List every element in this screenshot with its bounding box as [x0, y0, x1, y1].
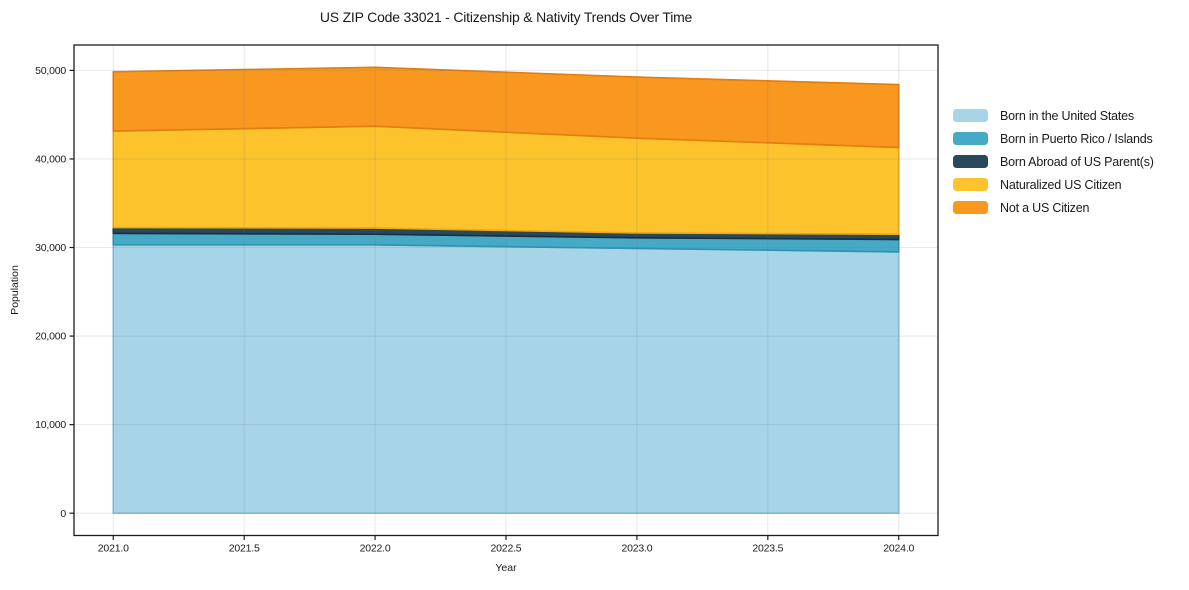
x-tick-label: 2021.5 — [229, 543, 260, 555]
legend-swatch-1 — [953, 132, 988, 145]
y-axis-label: Population — [9, 265, 21, 315]
legend-item-0: Born in the United States — [953, 104, 1154, 127]
legend-item-3: Naturalized US Citizen — [953, 173, 1154, 196]
y-tick-label: 40,000 — [35, 154, 66, 166]
legend: Born in the United States Born in Puerto … — [953, 104, 1154, 219]
legend-label-1: Born in Puerto Rico / Islands — [1000, 131, 1153, 146]
x-tick-label: 2022.5 — [491, 543, 522, 555]
legend-item-4: Not a US Citizen — [953, 196, 1154, 219]
legend-swatch-2 — [953, 155, 988, 168]
x-tick-label: 2021.0 — [98, 543, 129, 555]
y-tick-label: 20,000 — [35, 331, 66, 343]
area-series-4 — [112, 66, 900, 149]
legend-label-0: Born in the United States — [1000, 108, 1134, 123]
legend-swatch-3 — [953, 178, 988, 191]
x-axis-label: Year — [495, 562, 517, 574]
y-tick-label: 10,000 — [35, 419, 66, 431]
legend-label-2: Born Abroad of US Parent(s) — [1000, 154, 1154, 169]
chart-title: US ZIP Code 33021 - Citizenship & Nativi… — [319, 9, 693, 25]
legend-swatch-0 — [953, 109, 988, 122]
x-tick-label: 2023.5 — [752, 543, 783, 555]
y-tick-label: 30,000 — [35, 242, 66, 254]
x-tick-label: 2022.0 — [360, 543, 391, 555]
legend-label-3: Naturalized US Citizen — [1000, 177, 1122, 192]
legend-item-2: Born Abroad of US Parent(s) — [953, 150, 1154, 173]
x-tick-label: 2023.0 — [621, 543, 652, 555]
x-tick-label: 2024.0 — [883, 543, 914, 555]
y-tick-label: 50,000 — [35, 65, 66, 77]
legend-item-1: Born in Puerto Rico / Islands — [953, 127, 1154, 150]
legend-label-4: Not a US Citizen — [1000, 200, 1090, 215]
legend-swatch-4 — [953, 201, 988, 214]
y-tick-label: 0 — [60, 508, 66, 520]
